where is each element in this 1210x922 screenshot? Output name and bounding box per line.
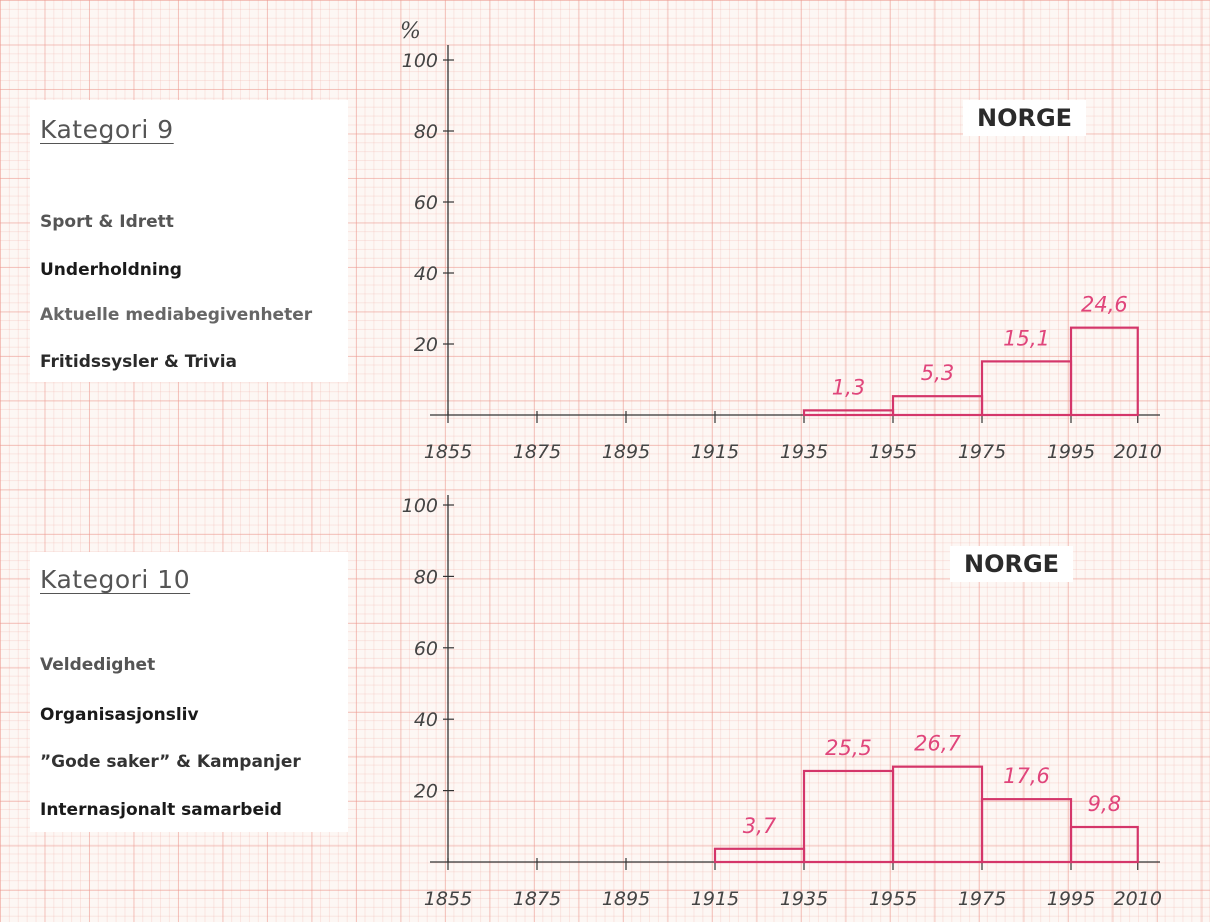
country-badge-2: NORGE [950, 546, 1074, 582]
y-tick-label: 40 [414, 263, 438, 285]
x-tick-label: 1875 [513, 888, 561, 910]
bar-value-label: 17,6 [1003, 764, 1050, 788]
category-box-9 [30, 100, 348, 382]
x-tick-label: 1955 [869, 888, 917, 910]
x-tick-label: 1915 [691, 441, 739, 463]
category-item: Internasjonalt samarbeid [40, 800, 282, 820]
y-tick-label: 100 [402, 495, 438, 517]
category-box-10 [30, 552, 348, 832]
x-tick-label: 1955 [869, 441, 917, 463]
x-tick-label: 1915 [691, 888, 739, 910]
histogram-bar [1069, 825, 1139, 864]
bar-value-label: 3,7 [743, 814, 777, 838]
bar-value-label: 24,6 [1081, 293, 1128, 317]
x-tick-label: 1895 [602, 888, 650, 910]
y-tick-label: 80 [414, 566, 438, 588]
y-tick-label: 20 [414, 334, 438, 356]
histogram-bar [802, 409, 895, 417]
x-tick-label: 1995 [1047, 441, 1095, 463]
histogram-bar [980, 360, 1073, 417]
category-title-10: Kategori 10 [40, 565, 191, 594]
x-tick-label: 1995 [1047, 888, 1095, 910]
y-tick-label: 60 [414, 638, 438, 660]
y-tick-label: 80 [414, 121, 438, 143]
category-item: ”Gode saker” & Kampanjer [40, 752, 301, 772]
x-tick-label: 1855 [424, 441, 472, 463]
y-axis-unit: % [400, 19, 421, 44]
x-tick-label: 1975 [958, 441, 1006, 463]
bar-value-label: 1,3 [832, 375, 865, 399]
category-item: Veldedighet [40, 655, 156, 675]
x-tick-label: 2010 [1114, 888, 1162, 910]
x-tick-label: 1935 [780, 888, 828, 910]
y-tick-label: 60 [414, 192, 438, 214]
y-tick-label: 20 [414, 781, 438, 803]
bar-value-label: 25,5 [825, 736, 872, 760]
category-item: Underholdning [40, 260, 182, 280]
category-title-9: Kategori 9 [40, 115, 174, 144]
x-tick-label: 2010 [1114, 441, 1162, 463]
category-item: Fritidssysler & Trivia [40, 352, 238, 372]
x-tick-label: 1935 [780, 441, 828, 463]
histogram-bar [891, 765, 984, 864]
histogram-bar [713, 847, 806, 864]
y-tick-label: 40 [414, 709, 438, 731]
y-tick-label: 100 [402, 50, 438, 72]
country-badge-1: NORGE [963, 100, 1087, 136]
histogram-bar [891, 395, 984, 417]
category-item: Organisasjonsliv [40, 705, 199, 725]
x-tick-label: 1975 [958, 888, 1006, 910]
category-item: Aktuelle mediabegivenheter [40, 305, 313, 325]
x-tick-label: 1855 [424, 888, 472, 910]
x-tick-label: 1875 [513, 441, 561, 463]
bar-value-label: 5,3 [921, 361, 954, 385]
histogram-bar [980, 798, 1073, 864]
histogram-bar [802, 769, 895, 864]
category-item: Sport & Idrett [40, 212, 174, 232]
bar-value-label: 9,8 [1088, 792, 1121, 816]
bar-value-label: 26,7 [914, 732, 961, 756]
bar-value-label: 15,1 [1003, 326, 1050, 350]
histogram-bar [1069, 326, 1139, 417]
x-tick-label: 1895 [602, 441, 650, 463]
